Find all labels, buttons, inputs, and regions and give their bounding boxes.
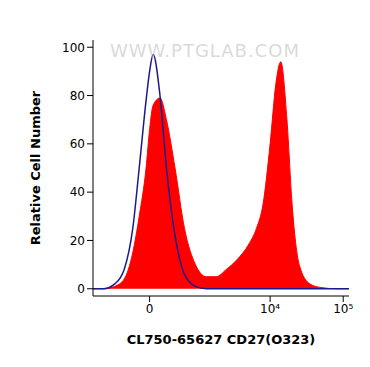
svg-text:20: 20: [70, 234, 85, 248]
svg-text:60: 60: [70, 137, 85, 151]
svg-text:CL750-65627 CD27(O323): CL750-65627 CD27(O323): [127, 332, 316, 347]
svg-text:10⁴: 10⁴: [260, 302, 280, 316]
html-text:WWW.PTGLAB.COM: WWW.PTGLAB.COM: [110, 40, 300, 61]
svg-text:0: 0: [146, 302, 154, 316]
svg-text:100: 100: [62, 41, 85, 55]
svg-text:40: 40: [70, 185, 85, 199]
svg-text:10⁵: 10⁵: [333, 302, 353, 316]
svg-text:0: 0: [77, 282, 85, 296]
svg-text:Relative Cell Number: Relative Cell Number: [28, 90, 43, 245]
svg-text:80: 80: [70, 89, 85, 103]
